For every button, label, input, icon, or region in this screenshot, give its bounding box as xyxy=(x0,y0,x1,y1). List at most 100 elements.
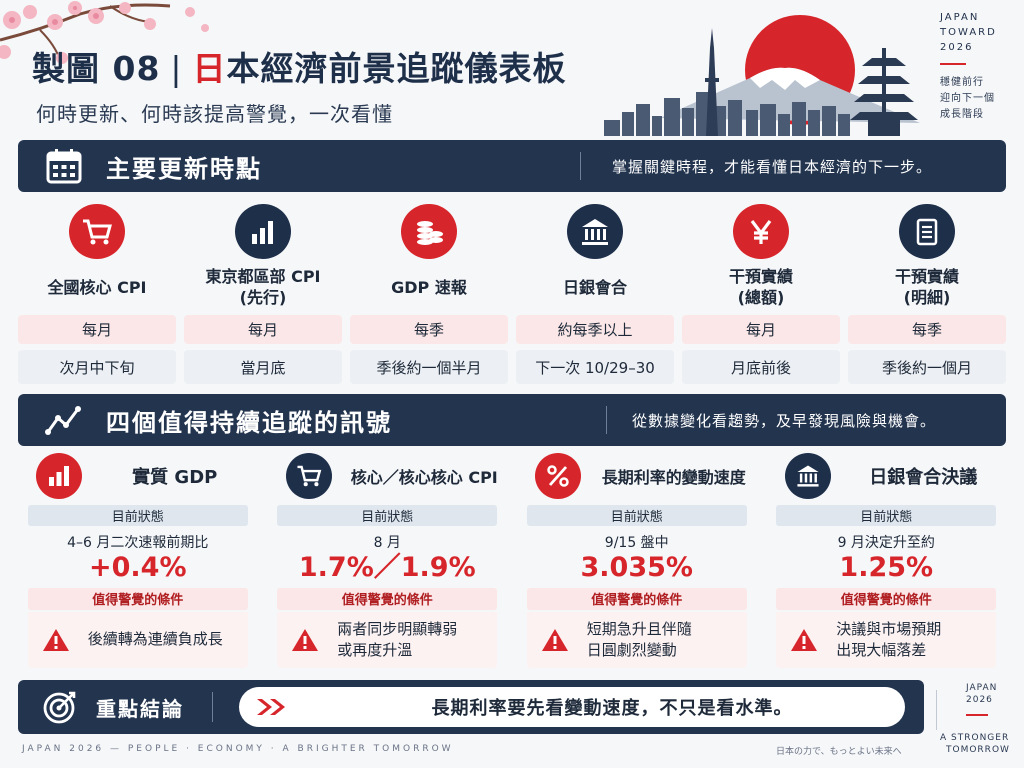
signal-title: 長期利率的變動速度 xyxy=(601,468,746,488)
condition-text: 短期急升且伴隨 日圓劇烈變動 xyxy=(586,619,692,659)
japan-toward-tag: JAPAN TOWARD 2026 穩健前行 迎向下一個 成長階段 xyxy=(940,10,1018,123)
cart-icon xyxy=(69,204,125,260)
warning-icon xyxy=(42,628,69,651)
title-prefix: 製圖 08 xyxy=(32,49,161,88)
schedule-card: 干預實績 (明細) 每季 季後約一個月 xyxy=(848,200,1006,384)
status-value: 1.25% xyxy=(839,552,934,584)
status-text: 4–6 月二次速報前期比 xyxy=(67,535,209,552)
title-highlight: 日 xyxy=(192,49,227,88)
condition-label: 值得警覺的條件 xyxy=(27,588,248,610)
footer-tagline: JAPAN 2026 — PEOPLE · ECONOMY · A BRIGHT… xyxy=(22,744,454,754)
update-schedule: 全國核心 CPI 每月 次月中下旬 東京都區部 CPI (先行) 每月 當月底 … xyxy=(18,200,1006,384)
update-frequency: 每季 xyxy=(848,314,1006,345)
trend-line-icon xyxy=(45,406,81,435)
footer-japanese: 日本の力で、もっとよい未来へ xyxy=(776,747,902,757)
release-timing: 下一次 10/29–30 xyxy=(516,350,674,384)
cherry-blossom-decoration xyxy=(0,1,209,64)
corner-line: TOMORROW xyxy=(946,745,1010,755)
double-chevron-icon xyxy=(257,699,285,715)
cart-icon xyxy=(285,453,332,500)
tag-line: JAPAN xyxy=(940,12,980,23)
page-subtitle: 何時更新、何時該提高警覺，一次看懂 xyxy=(36,102,393,126)
yen-icon xyxy=(733,204,789,260)
update-frequency: 每月 xyxy=(18,314,176,345)
indicator-name: 干預實績 (明細) xyxy=(894,267,959,308)
indicator-name: 日銀會合 xyxy=(562,277,627,297)
section-note: 掌握關鍵時程，才能看懂日本經濟的下一步。 xyxy=(612,157,933,176)
signal-header: 實質 GDP xyxy=(18,452,258,501)
status-text: 9/15 盤中 xyxy=(604,535,669,552)
conclusion-banner: 重點結論 長期利率要先看變動速度，不只是看水準。 xyxy=(18,680,924,734)
tracking-signals: 實質 GDP 目前狀態 4–6 月二次速報前期比 +0.4% 值得警覺的條件 後… xyxy=(18,452,1006,668)
warning-icon xyxy=(292,628,319,651)
update-frequency: 每季 xyxy=(350,314,508,345)
percent-icon xyxy=(535,453,581,500)
tag-line: 2026 xyxy=(940,42,974,53)
signal-card: 長期利率的變動速度 目前狀態 9/15 盤中 3.035% 值得警覺的條件 短期… xyxy=(517,452,757,668)
condition-label: 值得警覺的條件 xyxy=(776,588,997,610)
section-note: 從數據變化看趨勢，及早發現風險與機會。 xyxy=(632,411,937,430)
update-frequency: 每月 xyxy=(682,314,840,345)
corner-divider xyxy=(936,690,937,730)
title-separator: | xyxy=(170,49,183,88)
corner-line: JAPAN xyxy=(966,683,998,693)
condition-text: 決議與市場預期 出現大幅落差 xyxy=(836,619,942,659)
conclusion-box: 長期利率要先看變動速度，不只是看水準。 xyxy=(239,687,905,727)
schedule-card: 東京都區部 CPI (先行) 每月 當月底 xyxy=(184,200,342,384)
indicator-name: 全國核心 CPI xyxy=(47,277,147,297)
conclusion-divider xyxy=(212,692,213,722)
signal-header: 核心／核心核心 CPI xyxy=(268,452,508,501)
release-timing: 月底前後 xyxy=(682,350,840,384)
section-title: 主要更新時點 xyxy=(106,154,262,183)
corner-line: A STRONGER xyxy=(940,733,1010,743)
alert-condition: 決議與市場預期 出現大幅落差 xyxy=(776,611,997,668)
document-icon xyxy=(899,204,955,260)
signal-header: 長期利率的變動速度 xyxy=(517,452,757,501)
status-text: 9 月決定升至約 xyxy=(837,535,935,552)
signal-header: 日銀會合決議 xyxy=(767,452,1007,501)
conclusion-title: 重點結論 xyxy=(96,696,184,721)
status-label: 目前狀態 xyxy=(277,504,498,527)
tag-sub-line: 穩健前行 xyxy=(940,77,984,88)
alert-condition: 後續轉為連續負成長 xyxy=(27,611,248,668)
tag-sub-line: 迎向下一個 xyxy=(940,93,995,104)
indicator-name: GDP 速報 xyxy=(391,277,467,297)
status-label: 目前狀態 xyxy=(27,504,248,527)
alert-condition: 兩者同步明顯轉弱 或再度升溫 xyxy=(277,611,498,668)
bank-icon xyxy=(784,453,831,500)
corner-tag: JAPAN 2026 A STRONGER TOMORROW xyxy=(940,682,1020,756)
signal-card: 實質 GDP 目前狀態 4–6 月二次速報前期比 +0.4% 值得警覺的條件 後… xyxy=(18,452,258,668)
indicator-name: 東京都區部 CPI (先行) xyxy=(205,267,321,308)
release-timing: 次月中下旬 xyxy=(18,350,176,384)
status-label: 目前狀態 xyxy=(526,504,747,527)
corner-line: 2026 xyxy=(966,695,993,705)
condition-label: 值得警覺的條件 xyxy=(526,588,747,610)
target-icon xyxy=(43,691,76,724)
tokyo-skyline-illustration xyxy=(604,15,920,136)
page-title: 製圖 08 | 日本經濟前景追蹤儀表板 xyxy=(32,42,567,90)
calendar-icon xyxy=(46,149,82,184)
bar-chart-icon xyxy=(36,453,82,500)
alert-condition: 短期急升且伴隨 日圓劇烈變動 xyxy=(526,611,747,668)
release-timing: 季後約一個月 xyxy=(848,350,1006,384)
schedule-card: GDP 速報 每季 季後約一個半月 xyxy=(350,200,508,384)
signal-title: 實質 GDP xyxy=(132,467,218,489)
signal-title: 核心／核心核心 CPI xyxy=(350,468,498,488)
title-main: 本經濟前景追蹤儀表板 xyxy=(226,49,567,88)
schedule-card: 干預實績 (總額) 每月 月底前後 xyxy=(682,200,840,384)
release-timing: 當月底 xyxy=(184,350,342,384)
condition-text: 後續轉為連續負成長 xyxy=(87,630,223,649)
status-label: 目前狀態 xyxy=(776,504,997,527)
bar-chart-icon xyxy=(235,204,291,260)
coins-icon xyxy=(401,204,457,260)
status-value: +0.4% xyxy=(88,552,187,584)
signal-card: 日銀會合決議 目前狀態 9 月決定升至約 1.25% 值得警覺的條件 決議與市場… xyxy=(767,452,1007,668)
status-value: 1.7%／1.9% xyxy=(298,552,476,584)
release-timing: 季後約一個半月 xyxy=(350,350,508,384)
tag-sub-line: 成長階段 xyxy=(940,109,984,120)
tag-line: TOWARD xyxy=(940,27,997,38)
tag-divider xyxy=(940,63,966,65)
banner-divider xyxy=(580,152,581,180)
indicator-name: 干預實績 (總額) xyxy=(728,267,793,308)
section-banner-schedule: 主要更新時點 掌握關鍵時程，才能看懂日本經濟的下一步。 xyxy=(18,140,1006,192)
